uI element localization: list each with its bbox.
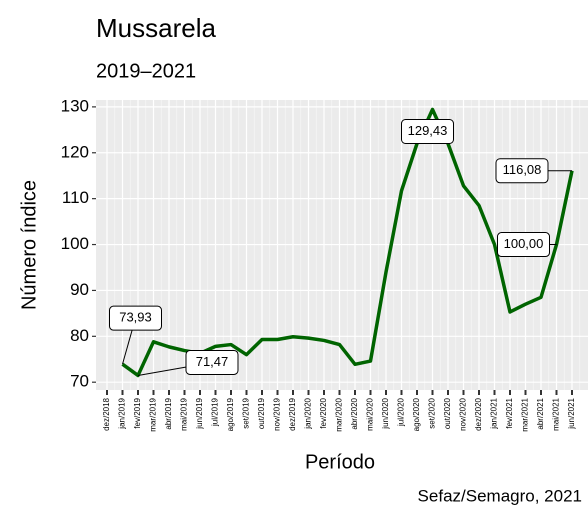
caption: Sefaz/Semagro, 2021 bbox=[418, 486, 582, 505]
x-tick-label: mar/2021 bbox=[521, 397, 530, 431]
x-tick-label: jul/2019 bbox=[211, 397, 220, 427]
data-label: 129,43 bbox=[408, 123, 448, 138]
data-label: 116,08 bbox=[503, 162, 542, 177]
y-axis-label: Número índice bbox=[18, 180, 40, 310]
y-tick-label: 100 bbox=[61, 234, 89, 253]
x-tick-label: jun/2021 bbox=[567, 397, 576, 429]
label-box bbox=[497, 232, 550, 258]
x-tick-label: dez/2019 bbox=[288, 397, 297, 430]
x-tick-label: jun/2019 bbox=[195, 397, 204, 429]
x-tick-label: dez/2018 bbox=[102, 397, 111, 430]
x-tick-label: fev/2021 bbox=[505, 397, 514, 428]
x-tick-label: mai/2019 bbox=[180, 397, 189, 430]
chart-subtitle: 2019–2021 bbox=[96, 60, 196, 82]
x-tick-label: ago/2020 bbox=[412, 397, 421, 431]
data-label: 71,47 bbox=[196, 354, 229, 369]
x-tick-label: nov/2020 bbox=[459, 397, 468, 430]
x-tick-label: dez/2020 bbox=[474, 397, 483, 430]
x-tick-label: set/2020 bbox=[428, 397, 437, 428]
x-tick-label: jan/2021 bbox=[490, 397, 499, 429]
y-tick-label: 70 bbox=[70, 372, 89, 391]
x-tick-label: ago/2019 bbox=[226, 397, 235, 431]
x-tick-label: out/2019 bbox=[257, 397, 266, 429]
x-tick-label: nov/2019 bbox=[273, 397, 282, 430]
data-label: 73,93 bbox=[119, 310, 152, 325]
x-tick-label: out/2020 bbox=[443, 397, 452, 429]
x-tick-label: mai/2021 bbox=[552, 397, 561, 430]
x-tick-label: abr/2021 bbox=[536, 397, 545, 429]
label-box bbox=[109, 305, 162, 331]
x-tick-label: jul/2020 bbox=[397, 397, 406, 427]
x-tick-label: abr/2020 bbox=[350, 397, 359, 429]
x-tick-label: jan/2020 bbox=[304, 397, 313, 429]
x-axis-label: Período bbox=[305, 451, 375, 473]
x-tick-label: abr/2019 bbox=[164, 397, 173, 429]
y-tick-label: 90 bbox=[70, 280, 89, 299]
x-tick-label: mai/2020 bbox=[366, 397, 375, 430]
y-tick-label: 130 bbox=[61, 96, 89, 115]
x-tick-label: mar/2019 bbox=[149, 397, 158, 431]
x-tick-label: fev/2020 bbox=[319, 397, 328, 428]
y-tick-label: 80 bbox=[70, 326, 89, 345]
label-box bbox=[401, 118, 454, 144]
y-tick-label: 110 bbox=[62, 188, 89, 207]
chart-title: Mussarela bbox=[96, 13, 216, 43]
x-tick-label: jan/2019 bbox=[118, 397, 127, 429]
x-tick-label: set/2019 bbox=[242, 397, 251, 428]
data-label: 100,00 bbox=[504, 236, 544, 251]
x-tick-label: fev/2019 bbox=[133, 397, 142, 428]
x-tick-label: mar/2020 bbox=[335, 397, 344, 431]
label-box bbox=[495, 158, 549, 184]
x-tick-label: jun/2020 bbox=[381, 397, 390, 429]
y-tick-label: 120 bbox=[61, 142, 89, 161]
label-box bbox=[185, 349, 239, 375]
